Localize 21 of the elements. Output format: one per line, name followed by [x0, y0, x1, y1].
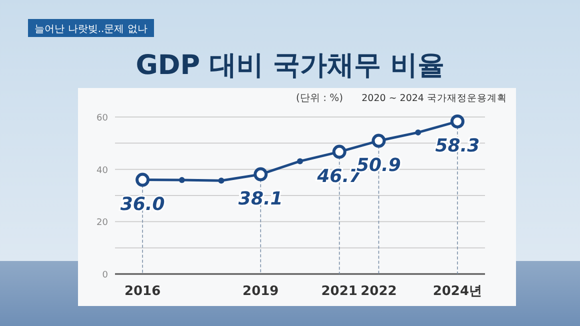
point [136, 172, 150, 187]
point [450, 114, 464, 128]
x-tick-label: 2016 [124, 284, 161, 299]
y-tick-label: 60 [96, 114, 108, 124]
x-tick-label: 2019 [242, 284, 279, 299]
text: 36.0 [120, 194, 165, 215]
x-tick-label: 2024년 [432, 284, 482, 299]
text: 58.3 [435, 135, 480, 156]
text: 2020 ~ 2024 국가재정운용계획 [362, 93, 507, 104]
x-tick-label: 2022 [360, 284, 397, 299]
chart-title: GDP 대비 국가채무 비율 [136, 50, 444, 81]
point [254, 167, 268, 182]
point [372, 134, 386, 148]
text: (단위 : %) [296, 93, 344, 104]
y-tick-label: 0 [102, 270, 108, 280]
point [332, 144, 346, 159]
text: 38.1 [238, 188, 283, 210]
y-tick-label: 40 [96, 166, 108, 176]
x-tick-label: 2021 [321, 284, 358, 299]
y-tick-label: 20 [96, 218, 108, 228]
text: 늘어난 나랏빚..문제 없나 [34, 24, 148, 35]
